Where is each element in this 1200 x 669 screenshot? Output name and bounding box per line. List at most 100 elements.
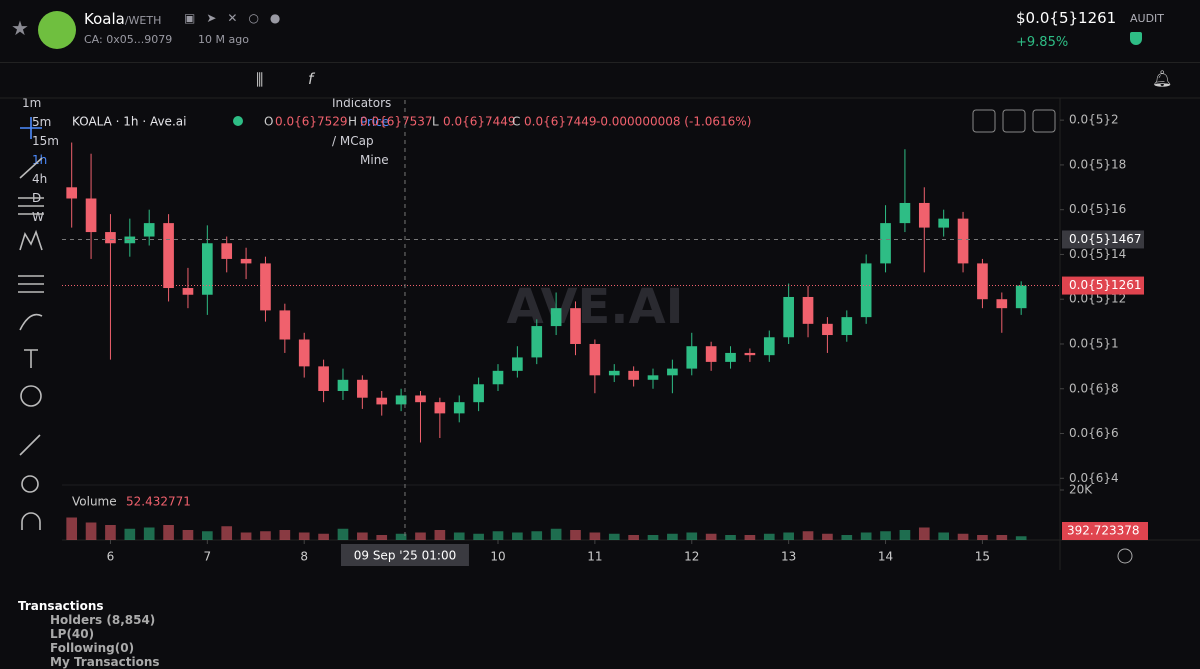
pair: /WETH [124,14,162,27]
candle-body [570,308,581,344]
candle-body [996,299,1008,309]
chart-controls[interactable] [972,109,1056,133]
volume-tick-label: 20K [1069,483,1093,497]
y-tick-label: 0.0{5}12 [1069,292,1126,306]
interval[interactable]: 15m [32,134,59,148]
tab[interactable]: Transactions [18,599,104,613]
volume-bar [550,528,562,540]
candle-body [357,379,368,398]
indicators[interactable]: Indicators [332,96,392,110]
tab[interactable]: LP(40) [50,627,95,641]
x-tick-label: 14 [878,550,893,564]
interval[interactable]: W [32,210,44,224]
current-price-box [1062,276,1144,295]
crosshair-y-box [1062,230,1144,249]
candle-body [453,402,465,414]
ohlc-change: -0.000000008 (-1.0616%) [596,115,751,129]
interval[interactable]: 5m [32,115,52,129]
crosshair-y-label: 0.0{5}1467 [1069,232,1142,246]
volume-bar [705,533,717,540]
candle-body [512,357,523,371]
x-tick-label: 13 [781,550,796,564]
mcap-mode[interactable]: / MCap [332,134,374,148]
audit[interactable]: AUDIT [1130,12,1165,25]
mine[interactable]: Mine [360,153,389,167]
alert-bell[interactable]: 🔔︎ [1152,69,1173,88]
volume-bar [725,535,736,540]
candle-body [531,326,543,358]
candle-body [783,296,794,338]
candle-body [260,263,271,311]
y-tick-label: 0.0{6}8 [1069,381,1119,395]
y-tick-label: 0.0{5}1 [1069,336,1119,350]
volume-value: 52.432771 [126,495,191,509]
volume-bar [531,531,543,540]
toolbar-right: Indicators Price / MCap Mine [332,73,391,168]
volume-bar [512,532,523,540]
drawing-tools[interactable] [18,117,44,530]
token-name: Koala/WETH [84,10,161,28]
candle-body [202,243,213,295]
candle-body [667,368,678,376]
candle-body [298,339,310,367]
volume-bar [628,535,639,540]
volume-bar [1015,536,1027,540]
volume-bar [182,530,194,540]
x-tick-label: 12 [684,550,699,564]
ohlc-label: L [432,115,439,129]
volume-bar [202,531,213,540]
candle-body [492,370,504,385]
candle-body [938,218,950,228]
volume-bar [899,530,911,540]
tab[interactable]: Following(0) [50,641,135,655]
y-tick-label: 0.0{6}6 [1069,426,1119,440]
crosshair-x-label: 09 Sep '25 01:00 [354,549,456,563]
shield [1130,32,1142,45]
social-icons[interactable]: ▣➤✕○● [184,11,292,25]
settings[interactable] [1117,548,1133,564]
candle-body [841,317,853,336]
volume-marker-label: 392.723378 [1067,524,1140,538]
volume-bar [957,533,969,540]
volume-label: Volume [72,495,117,509]
volume-bar [822,533,833,540]
token: Koala [84,10,125,28]
volume-bar [376,535,388,540]
volume-bar [66,517,78,540]
y-tick-label: 0.0{6}4 [1069,471,1119,485]
candle-body [415,395,426,403]
candle-body [85,198,97,233]
volume-bar [105,525,116,540]
tab[interactable]: Holders (8,854) [50,613,156,627]
volume-bar [124,528,136,540]
price-mode[interactable]: Price [360,115,390,129]
favorite-star[interactable]: ★ [11,16,29,40]
candle-body [860,263,872,318]
contract[interactable]: CA: 0x05...9079 [84,33,173,46]
volume-bar [763,533,775,540]
interval[interactable]: 1m [22,96,42,110]
volume-bar [667,533,678,540]
tab[interactable]: My Transactions [50,655,160,669]
volume-bar [473,533,484,540]
volume-bar [589,532,601,540]
candle-body [1015,285,1027,309]
volume-bar [841,535,853,540]
volume-bar [608,533,620,540]
candle-body [589,343,601,376]
x-tick-label: 7 [204,550,212,564]
candle-body [163,223,174,289]
interval[interactable]: 4h [32,172,48,186]
candle-body [376,397,388,405]
volume-bar [453,532,465,540]
ohlc-value: 0.0{6}7529 [275,115,348,129]
candle-body [647,375,659,380]
candle-body [763,337,775,356]
candle-body [957,218,969,264]
volume-bar [357,532,368,540]
candle-body [822,323,833,336]
chart-type-icon[interactable]: ⫼ [256,70,264,89]
candle-body [240,258,252,264]
status-dot [233,116,243,126]
candle-body [473,384,484,403]
